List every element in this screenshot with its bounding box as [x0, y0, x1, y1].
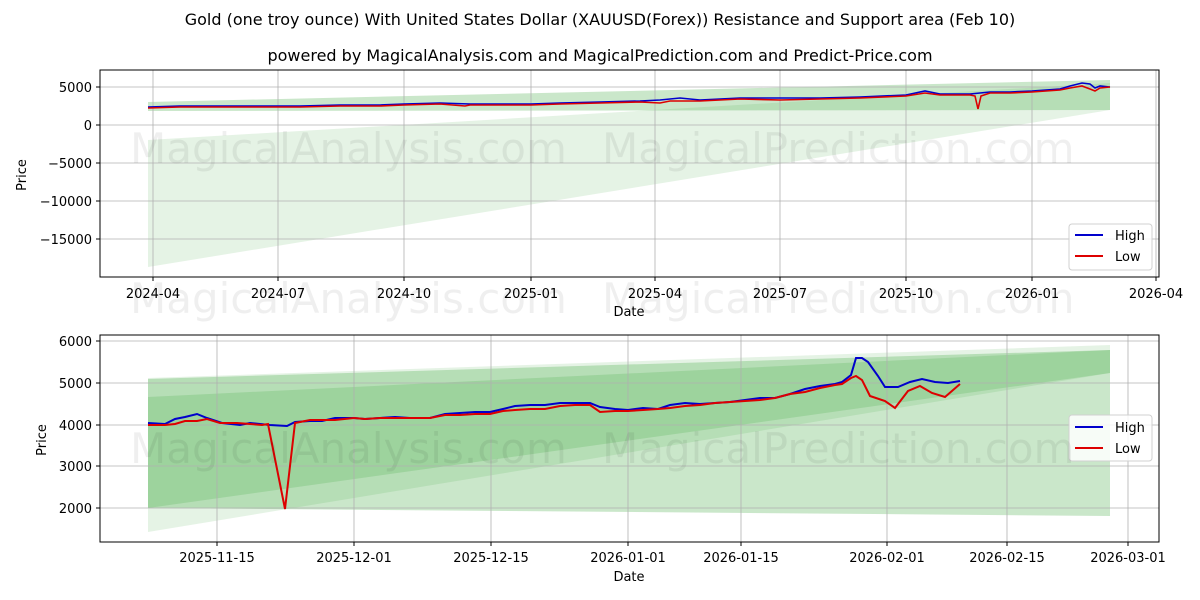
- watermark-prediction: MagicalPrediction.com: [602, 424, 1075, 473]
- top-low-line: [147, 85, 1111, 110]
- watermark-prediction: MagicalPrediction.com: [602, 274, 1075, 323]
- watermark-analysis: MagicalAnalysis.com: [130, 124, 567, 173]
- bottom-band-short-lower: [148, 350, 1110, 516]
- bottom-band-short-upper: [148, 350, 1110, 508]
- chart-subtitle: powered by MagicalAnalysis.com and Magic…: [267, 46, 933, 65]
- top-axes-frame: [99, 69, 1160, 278]
- bottom-x-axis: 2025-11-15 2025-12-01 2025-12-15 2026-01…: [179, 542, 1166, 566]
- top-xtick: 2024-07: [251, 287, 305, 302]
- top-xtick: 2026-04: [1129, 287, 1183, 302]
- bottom-ytick: 6000: [59, 335, 92, 350]
- legend-high: High: [1115, 421, 1145, 436]
- bottom-axes-frame: [99, 334, 1160, 543]
- watermark-analysis: MagicalAnalysis.com: [130, 424, 567, 473]
- top-xtick: 2024-04: [126, 287, 180, 302]
- bottom-band-wide: [148, 345, 1110, 532]
- top-xtick: 2025-01: [504, 287, 558, 302]
- bottom-ylabel: Price: [35, 424, 50, 456]
- top-chart: 5000 0 −5000 −10000 −15000 2024-04 2024-…: [15, 69, 1183, 320]
- top-xtick: 2024-10: [377, 287, 431, 302]
- top-xtick: 2025-07: [753, 287, 807, 302]
- watermark-analysis: MagicalAnalysis.com: [130, 274, 567, 323]
- top-band-short: [148, 80, 1110, 111]
- bottom-low-line: [148, 374, 961, 510]
- watermark-prediction: MagicalPrediction.com: [602, 124, 1075, 173]
- legend-high: High: [1115, 229, 1145, 244]
- top-y-axis: 5000 0 −5000 −10000 −15000: [40, 81, 100, 248]
- bottom-xtick: 2026-01-15: [703, 551, 779, 566]
- top-ytick: −10000: [40, 195, 92, 210]
- top-xlabel: Date: [613, 305, 644, 320]
- top-ylabel: Price: [15, 159, 30, 191]
- bottom-legend: High Low: [1068, 414, 1153, 462]
- top-ytick: −5000: [48, 157, 92, 172]
- top-legend: High Low: [1068, 223, 1153, 271]
- top-xtick: 2025-10: [879, 287, 933, 302]
- bottom-xlabel: Date: [613, 570, 644, 585]
- bottom-xtick: 2026-02-15: [969, 551, 1045, 566]
- bottom-xtick: 2025-12-15: [453, 551, 529, 566]
- bottom-xtick: 2026-01-01: [590, 551, 666, 566]
- bottom-xtick: 2025-11-15: [179, 551, 255, 566]
- bottom-high-line: [147, 357, 961, 428]
- top-xtick: 2026-01: [1005, 287, 1059, 302]
- bottom-xtick: 2025-12-01: [316, 551, 392, 566]
- bottom-chart: 6000 5000 4000 3000 2000 2025-11-15 2025…: [35, 334, 1166, 585]
- top-ytick: −15000: [40, 233, 92, 248]
- bottom-ytick: 2000: [59, 502, 92, 517]
- legend-low: Low: [1115, 250, 1141, 265]
- top-x-axis: 2024-04 2024-07 2024-10 2025-01 2025-04 …: [126, 277, 1183, 302]
- top-xtick: 2025-04: [628, 287, 682, 302]
- top-ytick: 5000: [59, 81, 92, 96]
- top-band-wide: [148, 83, 1110, 267]
- bottom-ytick: 4000: [59, 419, 92, 434]
- watermarks: MagicalAnalysis.com MagicalPrediction.co…: [130, 124, 1075, 473]
- bottom-ytick: 3000: [59, 460, 92, 475]
- legend-low: Low: [1115, 442, 1141, 457]
- top-high-line: [147, 82, 1111, 108]
- top-ytick: 0: [84, 119, 92, 134]
- bottom-ytick: 5000: [59, 377, 92, 392]
- top-grid: [100, 70, 1159, 277]
- chart-title: Gold (one troy ounce) With United States…: [184, 10, 1016, 29]
- bottom-xtick: 2026-03-01: [1090, 551, 1166, 566]
- bottom-xtick: 2026-02-01: [849, 551, 925, 566]
- bottom-y-axis: 6000 5000 4000 3000 2000: [59, 335, 100, 517]
